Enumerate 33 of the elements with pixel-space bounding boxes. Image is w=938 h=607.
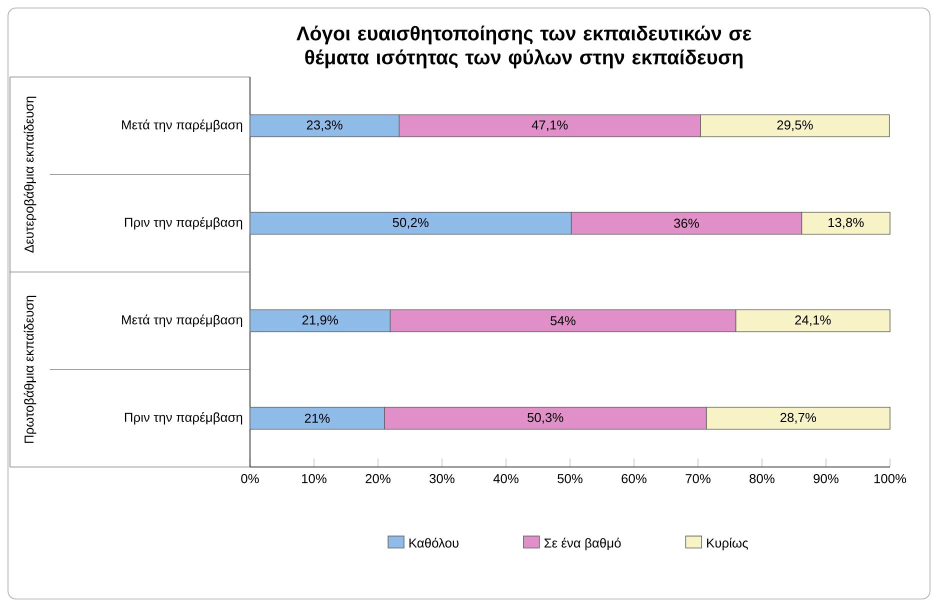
y-tick-label: Μετά την παρέμβαση (122, 314, 242, 327)
chart-title: Λόγοι ευαισθητοποίησης των εκπαιδευτικών σε θέματα ισότητας των φύλων στην εκπαίδευση (296, 26, 752, 68)
data-label: 13,8% (828, 218, 864, 229)
data-label: 24,1% (795, 315, 831, 326)
text: Δευτεροβάθμια εκπαίδευση (24, 96, 36, 253)
data-label: 21,9% (302, 315, 338, 326)
x-tick-label: 0% (241, 474, 259, 484)
x-tick-label: 40% (493, 474, 518, 484)
y-tick-label: Πριν την παρέμβαση (124, 217, 242, 230)
data-label: 54% (550, 316, 576, 326)
data-label: 21% (304, 414, 330, 423)
text: Πρωτοβάθμια εκπαίδευση (24, 296, 36, 443)
x-tick-label: 20% (366, 474, 390, 484)
x-tick-label: 100% (874, 474, 906, 484)
legend-label: Κυρίως (707, 538, 748, 550)
x-tick-label: 70% (686, 474, 710, 484)
data-label: 50,2% (392, 218, 429, 229)
data-label: 47,1% (532, 120, 568, 132)
x-tick-label: 50% (558, 474, 582, 484)
x-tick-label: 10% (302, 474, 326, 484)
x-tick-label: 60% (622, 474, 646, 484)
legend-label: Σε ένα βαθμό (544, 538, 621, 550)
legend-label: Καθόλου (409, 538, 458, 548)
data-label: 29,5% (777, 120, 813, 132)
y-tick-label: Μετά την παρέμβαση (122, 120, 242, 132)
y-tick-label: Πριν την παρέμβαση (124, 412, 242, 424)
x-tick-label: 90% (814, 474, 838, 484)
data-label: 36% (674, 218, 699, 228)
x-tick-label: 80% (750, 474, 774, 484)
data-label: 28,7% (780, 412, 816, 424)
x-tick-label: 30% (430, 474, 454, 484)
data-label: 23,3% (306, 120, 342, 132)
data-label: 50,3% (528, 412, 564, 424)
